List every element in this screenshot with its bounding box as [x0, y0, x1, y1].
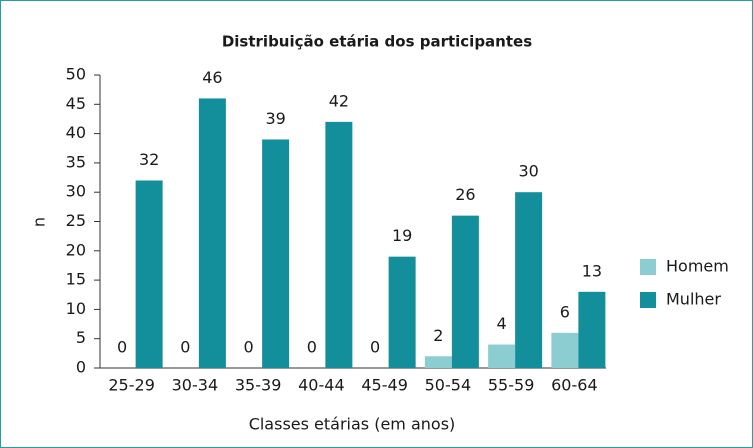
bar [551, 332, 579, 368]
bar [488, 344, 516, 368]
data-label: 32 [139, 150, 159, 169]
data-label: 6 [560, 302, 570, 321]
x-tick-label: 50-54 [425, 376, 472, 395]
legend-label: Homem [666, 257, 729, 276]
y-tick-label: 0 [76, 358, 86, 377]
x-tick-label: 35-39 [235, 376, 282, 395]
data-label: 46 [202, 68, 222, 87]
y-tick-label: 30 [66, 182, 86, 201]
bar [198, 98, 226, 368]
y-tick-label: 15 [66, 270, 86, 289]
y-axis-label: n [30, 217, 49, 227]
legend-swatch [640, 259, 656, 275]
y-tick-label: 5 [76, 328, 86, 347]
y-tick-label: 40 [66, 123, 86, 142]
x-tick-label: 55-59 [488, 376, 535, 395]
bar [451, 215, 479, 368]
y-tick-label: 10 [66, 299, 86, 318]
data-label: 0 [307, 338, 317, 357]
x-tick-label: 30-34 [172, 376, 219, 395]
x-tick-label: 60-64 [551, 376, 598, 395]
data-label: 13 [582, 261, 602, 280]
data-label: 19 [392, 226, 412, 245]
y-tick-label: 35 [66, 152, 86, 171]
x-tick-label: 45-49 [361, 376, 408, 395]
y-tick-label: 50 [66, 65, 86, 84]
bar [515, 192, 543, 368]
data-label: 42 [329, 91, 349, 110]
x-axis-label: Classes etárias (em anos) [249, 415, 456, 434]
legend-swatch [640, 292, 656, 308]
bar [578, 291, 606, 368]
bar [262, 139, 290, 368]
y-tick-label: 25 [66, 211, 86, 230]
y-tick-label: 45 [66, 94, 86, 113]
x-tick-label: 25-29 [108, 376, 155, 395]
bar [135, 180, 163, 368]
y-tick-label: 20 [66, 240, 86, 259]
data-label: 0 [370, 338, 380, 357]
chart-title: Distribuição etária dos participantes [222, 33, 532, 51]
data-label: 2 [433, 326, 443, 345]
bar [424, 356, 452, 368]
x-tick-label: 40-44 [298, 376, 345, 395]
data-label: 0 [117, 338, 127, 357]
data-label: 30 [518, 162, 538, 181]
data-label: 4 [497, 314, 507, 333]
bar [325, 121, 353, 368]
data-label: 26 [455, 185, 475, 204]
data-label: 39 [265, 109, 285, 128]
legend-label: Mulher [666, 290, 721, 309]
data-label: 0 [244, 338, 254, 357]
data-label: 0 [180, 338, 190, 357]
bar [388, 256, 416, 368]
